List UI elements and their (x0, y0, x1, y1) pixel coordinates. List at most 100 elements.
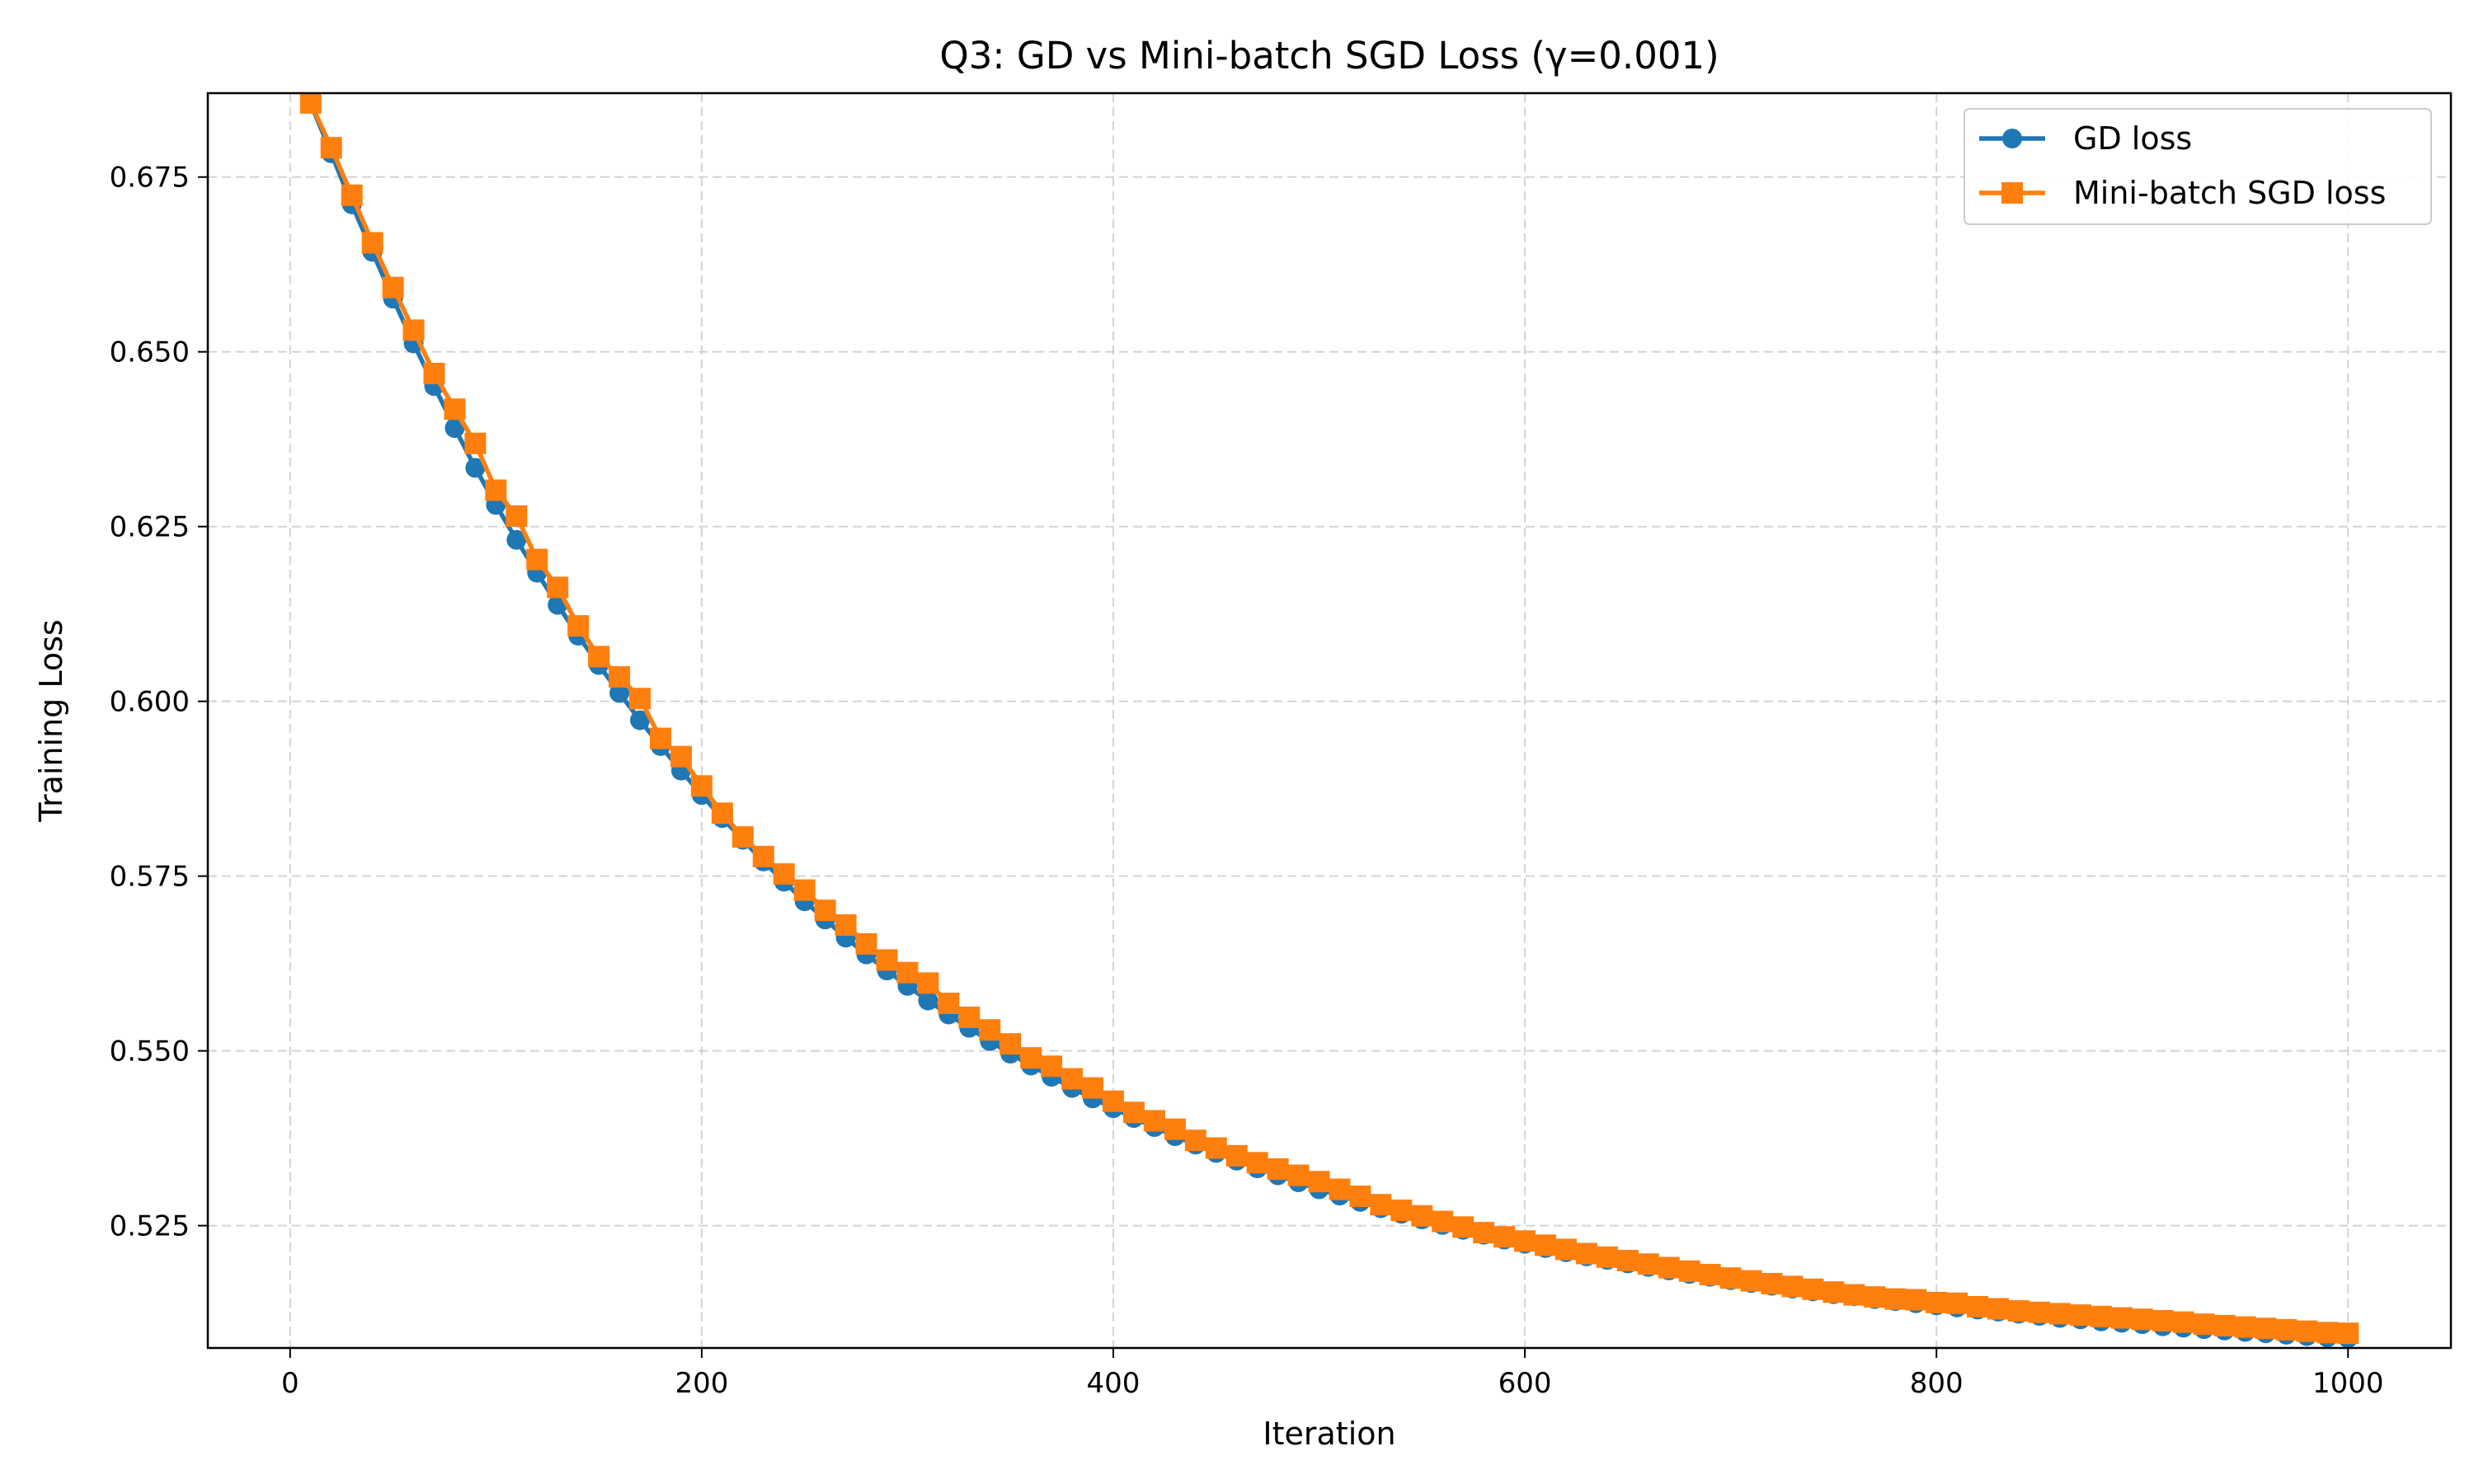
y-tick-label: 0.525 (110, 1210, 190, 1243)
data-point (2152, 1309, 2174, 1331)
y-tick-label: 0.675 (110, 162, 190, 195)
data-point (1102, 1090, 1124, 1112)
data-point (1514, 1230, 1536, 1252)
data-point (609, 666, 631, 688)
data-point (506, 529, 527, 550)
data-point (485, 479, 507, 501)
y-tick-label: 0.600 (110, 686, 190, 719)
data-point (1287, 1164, 1310, 1186)
data-point (2048, 1303, 2071, 1325)
data-point (1041, 1055, 1063, 1078)
data-point (1699, 1263, 1721, 1285)
data-point (1390, 1199, 1413, 1221)
data-point (1967, 1295, 1989, 1317)
data-point (1061, 1068, 1084, 1090)
data-point (423, 363, 445, 385)
data-point (1987, 1298, 2010, 1320)
data-point (547, 576, 569, 599)
data-point (444, 418, 465, 439)
data-point (1184, 1129, 1206, 1152)
data-point (1411, 1205, 1433, 1227)
x-tick-label: 800 (1910, 1367, 1964, 1400)
data-point (1678, 1260, 1700, 1282)
data-point (2234, 1316, 2256, 1338)
data-point (1452, 1216, 1475, 1238)
data-point (2172, 1311, 2194, 1333)
data-point (2213, 1314, 2236, 1336)
data-point (1658, 1256, 1680, 1279)
data-point (567, 615, 590, 637)
data-point (1802, 1278, 1824, 1300)
y-axis-ticks: 0.525 0.550 0.575 0.600 0.625 0.650 0.675 (110, 162, 208, 1243)
data-point (2007, 1300, 2030, 1322)
data-point (1823, 1281, 1845, 1303)
data-point (630, 710, 651, 730)
data-point (1535, 1234, 1557, 1256)
data-point (444, 398, 466, 420)
data-point (299, 92, 322, 114)
data-point (814, 899, 836, 922)
x-tick-label: 400 (1087, 1367, 1141, 1400)
data-point (1225, 1144, 1248, 1167)
data-point (1020, 1047, 1042, 1069)
data-point (1946, 1292, 1968, 1314)
data-point (2069, 1304, 2091, 1327)
data-point (341, 184, 363, 206)
data-point (917, 972, 939, 994)
data-point (382, 276, 404, 298)
y-axis-title: Training Loss (33, 619, 69, 822)
data-point (1267, 1158, 1289, 1180)
data-point (609, 683, 630, 703)
data-point (649, 727, 671, 749)
data-point (1432, 1210, 1454, 1233)
data-point (2090, 1305, 2112, 1327)
data-point (938, 992, 960, 1014)
data-point (731, 826, 754, 848)
data-point (465, 458, 486, 478)
data-point (506, 505, 528, 527)
y-tick-label: 0.625 (110, 511, 190, 544)
data-point (1473, 1222, 1495, 1244)
data-point (1781, 1275, 1804, 1298)
data-point (999, 1033, 1022, 1055)
legend-label-1: GD loss (2073, 120, 2192, 157)
x-axis-ticks: 0 200 400 600 800 1000 (281, 1348, 2383, 1400)
data-point (896, 961, 919, 984)
data-point (1926, 1291, 1948, 1313)
data-point (1884, 1288, 1907, 1310)
data-point (1205, 1137, 1227, 1159)
x-axis-title: Iteration (1263, 1416, 1395, 1452)
legend-marker-2 (2001, 182, 2023, 204)
data-point (793, 879, 816, 901)
data-point (876, 949, 898, 971)
data-point (1349, 1186, 1371, 1208)
x-tick-label: 600 (1498, 1367, 1552, 1400)
data-point (1719, 1267, 1742, 1289)
data-point (1616, 1250, 1639, 1272)
legend-marker-1 (2002, 129, 2022, 148)
data-point (588, 646, 610, 668)
plot-frame (206, 92, 2453, 1350)
data-point (1493, 1226, 1516, 1248)
data-point (958, 1006, 981, 1028)
data-point (526, 548, 548, 571)
data-point (1843, 1284, 1865, 1306)
data-point (2316, 1322, 2339, 1344)
data-point (711, 802, 733, 824)
data-point (1554, 1238, 1577, 1261)
data-point (361, 232, 383, 254)
y-tick-label: 0.575 (110, 861, 190, 894)
data-point (2110, 1307, 2133, 1329)
data-point (918, 990, 938, 1011)
y-tick-label: 0.650 (110, 336, 190, 369)
data-point (1740, 1270, 1762, 1292)
data-point (979, 1019, 1001, 1041)
data-point (855, 932, 877, 955)
x-tick-label: 200 (675, 1367, 728, 1400)
data-point (1637, 1253, 1659, 1275)
data-point (2131, 1308, 2153, 1331)
data-point (2193, 1313, 2215, 1336)
data-point (1905, 1289, 1927, 1311)
data-point (1864, 1286, 1886, 1308)
